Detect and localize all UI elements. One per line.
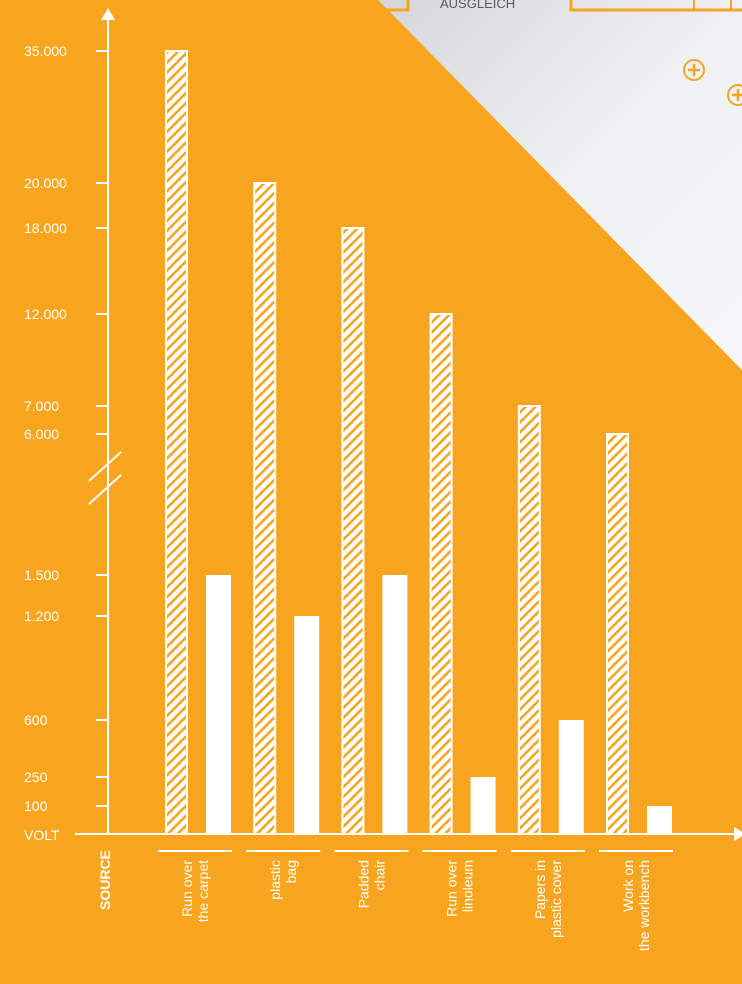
- y-tick-label: 100: [24, 798, 48, 814]
- bar-hatched: [253, 182, 277, 835]
- category-label: the workbench: [636, 860, 652, 951]
- bar-hatched: [429, 313, 453, 835]
- y-tick-label: 600: [24, 712, 48, 728]
- y-tick-label: 18.000: [24, 220, 67, 236]
- corner-box[interactable]: [569, 0, 742, 12]
- bar-solid: [206, 575, 231, 834]
- bar-hatched: [517, 405, 541, 835]
- plus-icon[interactable]: [683, 59, 705, 81]
- category-label: Papers in: [532, 860, 548, 919]
- axis-break: [88, 451, 122, 505]
- y-tick-label: 35.000: [24, 43, 67, 59]
- corner-tab-left: [364, 0, 410, 12]
- y-tick-label: 6.000: [24, 426, 59, 442]
- page-corner: [378, 0, 742, 370]
- category-label: plastic cover: [548, 860, 564, 938]
- y-axis-arrow: [101, 8, 115, 20]
- category-label: Run over: [179, 860, 195, 917]
- bar-solid: [647, 806, 672, 834]
- bar-solid: [558, 720, 584, 834]
- bar-hatched: [606, 433, 629, 835]
- bar-hatched: [341, 227, 365, 835]
- bar-solid: [470, 777, 496, 834]
- category-label: Run over: [444, 860, 460, 917]
- y-tick-label: 7.000: [24, 398, 59, 414]
- corner-caption: AUSGLEICH: [440, 0, 515, 11]
- category-label: the carpet: [195, 860, 211, 922]
- category-label: chair: [371, 860, 387, 891]
- y-tick-label: 1.500: [24, 567, 59, 583]
- category-label: bag: [283, 860, 299, 883]
- category-label: Padded: [355, 860, 371, 908]
- y-tick-label: 1.200: [24, 608, 59, 624]
- bar-hatched: [165, 50, 188, 835]
- plus-icon[interactable]: [727, 84, 742, 106]
- y-tick-label: 20.000: [24, 175, 67, 191]
- bar-solid: [294, 616, 320, 834]
- y-axis-label: VOLT: [24, 827, 60, 843]
- x-axis-label: SOURCE: [97, 850, 113, 910]
- y-tick-label: 250: [24, 769, 48, 785]
- x-axis-arrow: [734, 827, 742, 841]
- y-tick-label: 12.000: [24, 306, 67, 322]
- category-label: Work on: [620, 860, 636, 912]
- bar-solid: [382, 575, 408, 834]
- category-label: linoleum: [460, 860, 476, 912]
- category-label: plastic: [267, 860, 283, 900]
